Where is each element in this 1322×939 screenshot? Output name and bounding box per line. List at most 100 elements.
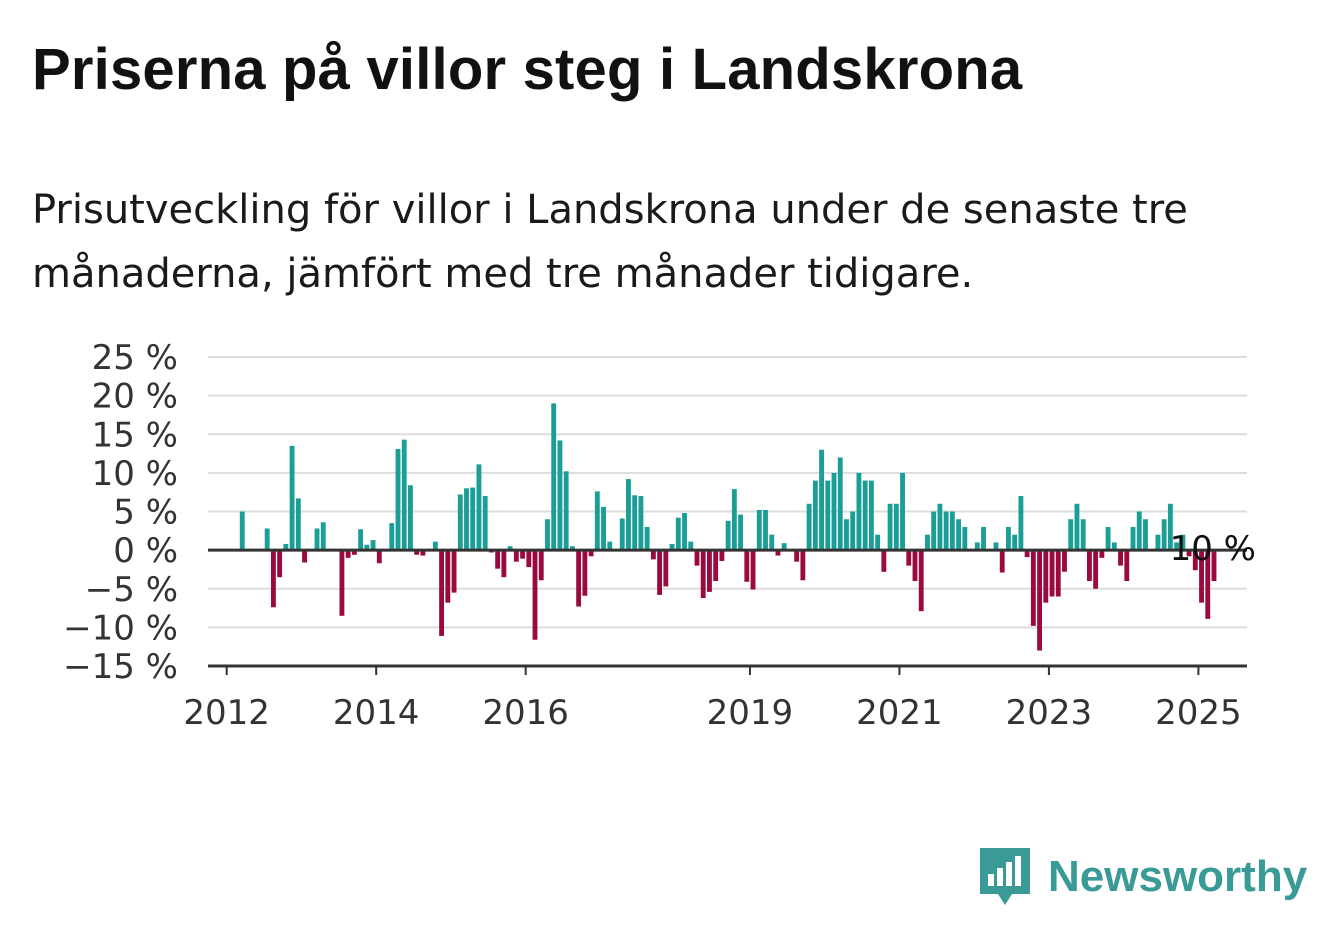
bar — [806, 503, 812, 551]
bar — [395, 448, 401, 551]
bar — [470, 487, 476, 551]
bar — [295, 498, 301, 551]
bar — [1080, 519, 1086, 551]
bar — [1049, 550, 1055, 597]
chart-subtitle: Prisutveckling för villor i Landskrona u… — [32, 187, 1188, 297]
newsworthy-logo: Newsworthy — [980, 848, 1307, 906]
bar — [769, 534, 775, 551]
bar — [520, 550, 525, 559]
x-tick-label: 2012 — [183, 693, 270, 733]
bar — [364, 544, 370, 551]
bar — [1018, 496, 1024, 551]
data-label-latest: 10 % — [1170, 529, 1256, 569]
bar — [744, 550, 750, 582]
newsworthy-logo-icon — [980, 848, 1030, 905]
bar — [445, 550, 451, 603]
x-tick-label: 2014 — [333, 693, 420, 733]
bar — [476, 464, 482, 551]
bar — [937, 503, 943, 551]
bar — [831, 472, 837, 551]
bar — [750, 550, 756, 590]
bar — [1211, 550, 1217, 582]
bar — [563, 471, 569, 551]
bar — [389, 523, 395, 551]
bar — [1167, 503, 1173, 551]
bar — [464, 488, 469, 551]
bar — [700, 550, 706, 599]
bar — [1030, 550, 1036, 626]
y-tick-label: 5 % — [113, 493, 178, 533]
bar — [314, 528, 320, 551]
bar — [956, 519, 962, 551]
bar — [451, 550, 457, 593]
bar — [1093, 550, 1099, 589]
bar — [694, 550, 700, 566]
bar — [538, 550, 544, 581]
bar — [725, 520, 731, 551]
bar — [594, 491, 600, 551]
x-tick-label: 2023 — [1006, 693, 1093, 733]
bar — [358, 529, 364, 551]
bar — [962, 526, 968, 551]
bar — [345, 550, 351, 558]
chart-title: Priserna på villor steg i Landskrona — [32, 37, 1023, 102]
bar — [289, 445, 295, 551]
bar — [1143, 519, 1148, 551]
x-tick-label: 2021 — [856, 693, 943, 733]
bar — [351, 550, 357, 555]
bar — [601, 506, 606, 551]
y-tick-label: −5 % — [85, 570, 178, 610]
bar — [1037, 550, 1042, 651]
bar — [1012, 534, 1018, 551]
x-tick-label: 2025 — [1155, 693, 1242, 733]
bar — [943, 511, 949, 551]
bar — [881, 550, 887, 572]
bar — [1111, 542, 1117, 551]
bar — [669, 543, 675, 551]
bar — [981, 526, 986, 551]
bar — [545, 519, 550, 551]
bar — [482, 496, 488, 551]
bar — [900, 472, 905, 551]
bar — [999, 550, 1005, 573]
bar — [756, 509, 762, 551]
bar — [949, 511, 955, 551]
bar — [420, 550, 426, 556]
bar — [775, 550, 781, 556]
bar — [1006, 526, 1011, 551]
x-tick-label: 2019 — [707, 693, 794, 733]
bar — [1068, 519, 1074, 551]
y-tick-label: 10 % — [92, 454, 178, 494]
bar — [1205, 550, 1211, 619]
bar — [1074, 503, 1080, 551]
bar — [264, 528, 270, 551]
bar — [738, 514, 744, 551]
bar — [812, 480, 818, 551]
bar — [320, 522, 326, 551]
bar — [376, 550, 382, 564]
bar — [688, 541, 694, 551]
bar — [576, 550, 582, 607]
bar — [993, 542, 999, 551]
bar — [731, 489, 737, 551]
bar — [626, 479, 631, 551]
bar — [850, 511, 856, 551]
bar — [532, 550, 538, 640]
bar — [650, 550, 656, 560]
y-tick-label: 15 % — [92, 415, 178, 455]
bar — [906, 550, 912, 566]
x-tick-label: 2016 — [482, 693, 569, 733]
bar — [1155, 534, 1161, 551]
bar — [1130, 526, 1136, 551]
bar — [526, 550, 532, 568]
bar — [1174, 542, 1180, 551]
bar — [501, 550, 507, 578]
y-tick-label: 25 % — [92, 338, 178, 378]
bar — [707, 550, 712, 592]
bar — [1192, 550, 1198, 571]
bar — [1180, 534, 1186, 551]
bar — [931, 511, 937, 551]
bar — [582, 550, 588, 596]
bar — [1062, 550, 1067, 572]
bar — [663, 550, 669, 587]
